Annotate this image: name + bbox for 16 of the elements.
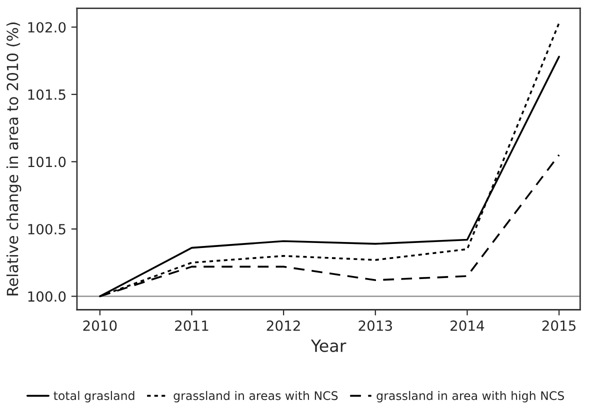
legend-label: grassland in areas with NCS [174, 390, 338, 402]
y-tick-label: 101.0 [28, 156, 66, 168]
y-tick-label: 101.5 [28, 89, 66, 100]
x-tick-label: 2012 [266, 320, 300, 331]
x-axis-title: Year [310, 340, 346, 352]
x-tick-label: 2013 [358, 320, 392, 331]
legend-label: grassland in area with high NCS [376, 390, 564, 402]
y-axis-title: Relative change in area to 2010 (%) [6, 22, 22, 296]
x-tick-label: 2014 [450, 320, 484, 331]
x-tick-label: 2015 [542, 320, 576, 331]
x-tick-label: 2010 [83, 320, 117, 331]
x-tick-label: 2011 [175, 320, 208, 331]
y-tick-label: 100.5 [28, 224, 66, 234]
legend-label: total grasland [54, 390, 134, 402]
y-tick-label: 102.0 [28, 22, 66, 33]
y-tick-label: 100.0 [28, 291, 66, 302]
